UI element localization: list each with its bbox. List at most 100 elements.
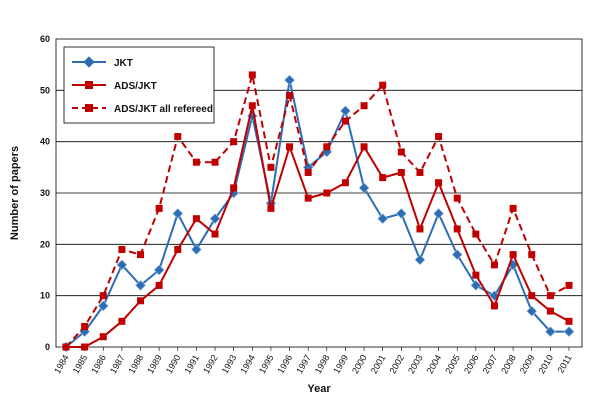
legend-marker-ads-jkt [85, 81, 93, 89]
data-point [472, 230, 480, 238]
data-point [174, 133, 182, 141]
data-point [341, 117, 349, 125]
y-tick-label: 40 [40, 137, 50, 147]
x-tick-label: 2007 [481, 353, 500, 375]
data-point [341, 179, 349, 187]
x-tick-label: 2005 [443, 353, 462, 375]
data-point [267, 204, 275, 212]
x-tick-label: 1998 [313, 353, 332, 375]
data-point [286, 91, 294, 99]
data-point [211, 158, 219, 166]
data-point [248, 71, 256, 79]
data-point [284, 74, 295, 86]
legend-label-ads-jkt: ADS/JKT [114, 81, 157, 92]
x-tick-label: 1985 [71, 353, 90, 375]
x-tick-label: 1992 [201, 353, 220, 375]
data-point [155, 281, 163, 289]
data-point [360, 143, 368, 151]
data-point [416, 225, 424, 233]
x-tick-label: 1995 [257, 353, 276, 375]
data-point [472, 271, 480, 279]
x-tick-label: 1996 [276, 353, 295, 375]
data-point [118, 245, 126, 253]
x-tick-label: 2011 [555, 353, 573, 375]
y-tick-label: 10 [40, 291, 50, 301]
x-tick-label: 2003 [406, 353, 425, 375]
data-point [99, 333, 107, 341]
data-point [192, 215, 200, 223]
data-point [304, 194, 312, 202]
data-point [286, 143, 294, 151]
data-point [453, 194, 461, 202]
data-point [490, 302, 498, 310]
series-2 [62, 71, 573, 351]
x-tick-label: 1986 [89, 353, 108, 375]
data-point [118, 317, 126, 325]
x-tick-label: 2008 [499, 353, 518, 375]
data-point [526, 305, 538, 317]
data-point [528, 251, 536, 259]
data-point [379, 174, 387, 182]
data-point [81, 343, 89, 351]
data-point [544, 326, 556, 337]
y-axis-title: Number of papers [9, 146, 21, 240]
data-point [323, 143, 331, 151]
x-tick-label: 1994 [238, 353, 257, 375]
data-point [358, 182, 370, 194]
x-tick-label: 2006 [462, 353, 481, 375]
data-point [397, 168, 405, 176]
data-point [155, 204, 163, 212]
x-tick-label: 1984 [52, 353, 71, 375]
y-tick-label: 30 [40, 188, 50, 198]
data-point [137, 297, 145, 305]
data-point [377, 213, 389, 225]
data-point [565, 317, 573, 325]
data-point [528, 292, 536, 300]
x-tick-label: 1993 [220, 353, 239, 375]
legend-marker-ads-jkt-refereed [85, 104, 93, 112]
data-point [99, 292, 107, 300]
x-tick-label: 1987 [108, 353, 127, 375]
legend-label-jkt: JKT [114, 58, 133, 69]
y-tick-label: 0 [45, 342, 50, 352]
data-point [509, 204, 517, 212]
x-tick-label: 2009 [518, 353, 537, 375]
legend: JKT ADS/JKT ADS/JKT all refereed [63, 46, 215, 124]
x-tick-label: 2004 [425, 353, 444, 375]
data-point [191, 244, 202, 255]
x-tick-label: 2001 [369, 353, 388, 375]
series-1 [62, 102, 573, 351]
y-tick-label: 20 [40, 239, 50, 249]
data-point [192, 158, 200, 166]
x-tick-label: 1988 [127, 353, 146, 375]
data-point [546, 307, 554, 315]
y-axis-ticks: 0 10 20 30 40 50 60 [40, 34, 50, 352]
data-point [323, 189, 331, 197]
data-point [360, 102, 368, 110]
data-point [135, 280, 146, 291]
data-point [509, 251, 517, 259]
data-point [397, 148, 405, 156]
data-point [546, 292, 554, 300]
x-tick-label: 1990 [164, 353, 183, 375]
data-point [435, 133, 443, 141]
legend-label-ads-jkt-refereed: ADS/JKT all refereed [114, 104, 213, 115]
data-point [451, 249, 463, 260]
x-tick-label: 1997 [294, 353, 313, 375]
legend-item-ads-jkt: ADS/JKT [72, 81, 157, 92]
data-point [416, 168, 424, 176]
x-axis-title: Year [307, 383, 331, 395]
x-axis-ticks: 1984 1985 1986 1987 1988 1989 1990 1991 1992 1993… [52, 347, 574, 375]
y-tick-label: 60 [40, 34, 50, 44]
data-point [172, 208, 184, 219]
data-point [153, 264, 165, 276]
data-point [137, 251, 145, 259]
x-tick-label: 1991 [182, 353, 201, 375]
series-group [60, 71, 575, 353]
legend-item-ads-jkt-refereed: ADS/JKT all refereed [72, 104, 213, 115]
data-point [340, 105, 351, 117]
series-line [65, 73, 570, 348]
data-point [435, 179, 443, 187]
data-point [116, 259, 128, 271]
